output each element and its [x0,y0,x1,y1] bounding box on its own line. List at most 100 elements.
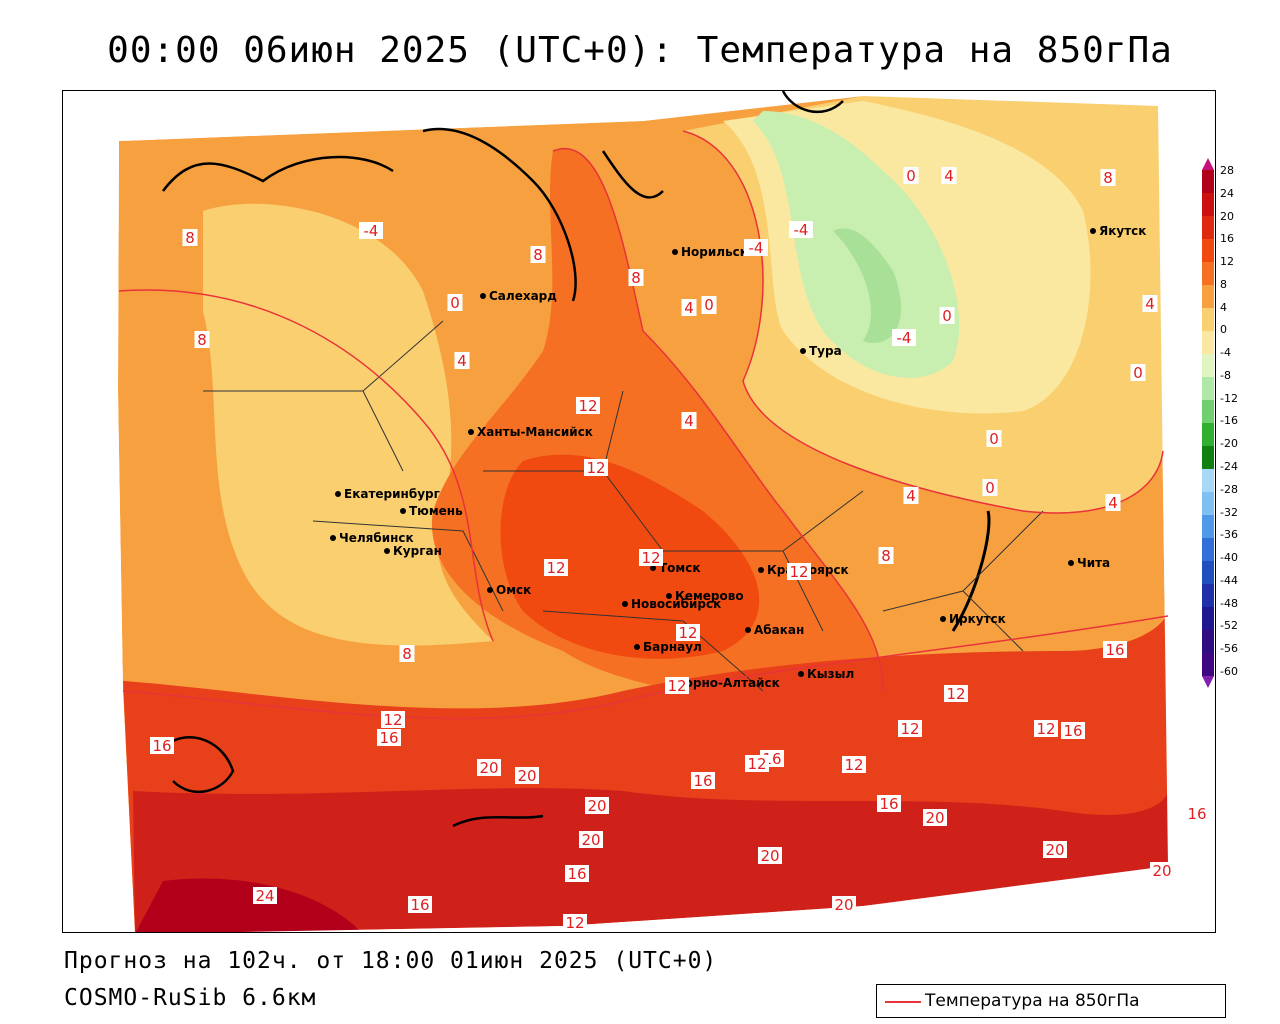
svg-text:16: 16 [152,737,171,755]
city-label: Омск [496,583,531,597]
scale-cell [1202,193,1214,217]
svg-text:8: 8 [533,246,543,264]
city-marker [650,565,656,571]
temperature-map[interactable]: Салехард Норильск Якутск Тура Ханты-Мансийск… [62,90,1216,933]
city-marker [666,593,672,599]
scale-cell [1202,170,1214,194]
svg-text:0: 0 [989,430,999,448]
contour-label: 12 [676,624,700,642]
svg-text:4: 4 [1145,295,1155,313]
contour-label: 8 [194,331,210,349]
svg-text:4: 4 [457,352,467,370]
scale-tick-label: -60 [1220,664,1238,678]
contour-label: 20 [1043,841,1067,859]
svg-text:-4: -4 [897,329,912,347]
svg-text:12: 12 [946,685,965,703]
svg-text:0: 0 [1133,364,1143,382]
svg-text:20: 20 [479,759,498,777]
contour-label: 0 [939,307,955,325]
svg-text:-4: -4 [794,221,809,239]
svg-text:12: 12 [678,624,697,642]
scale-cell [1202,377,1214,401]
city-marker [622,601,628,607]
isotherm [552,148,884,692]
scale-tick-label: 24 [1220,186,1234,200]
caspian-coast [172,736,235,794]
svg-text:12: 12 [747,755,766,773]
contour-label: 20 [832,896,856,914]
contour-label: 8 [628,269,644,287]
contour-label: 12 [584,459,608,477]
contour-label: 20 [1150,862,1174,880]
city-label: Ханты-Мансийск [477,425,593,439]
svg-text:4: 4 [684,299,694,317]
svg-text:8: 8 [197,331,207,349]
map-canvas: Салехард Норильск Якутск Тура Ханты-Мансийск… [63,91,1215,932]
city-label: Барнаул [643,640,702,654]
scale-cell [1202,423,1214,447]
svg-text:16: 16 [1187,805,1206,823]
contour-label: 4 [1142,295,1158,313]
isotherm [118,289,494,642]
svg-text:20: 20 [760,847,779,865]
city-label: Екатеринбург [344,487,440,501]
city-label: Тура [809,344,842,358]
contour-label: -4 [789,221,813,239]
forecast-info: Прогноз на 102ч. от 18:00 01июн 2025 (UT… [64,948,718,974]
svg-text:12: 12 [546,559,565,577]
contour-label: 12 [639,549,663,567]
contour-label: 20 [579,831,603,849]
contour-label: 8 [182,229,198,247]
scale-tick-label: -24 [1220,460,1238,473]
svg-text:0: 0 [450,294,460,312]
city-label: Абакан [754,623,804,637]
scale-tick-label: -4 [1220,346,1231,360]
contour-label: 4 [941,167,957,185]
contour-label: 0 [986,430,1002,448]
city-marker [672,249,678,255]
city-marker [758,567,764,573]
contour-label: 24 [253,887,277,905]
contour-label: 8 [1100,169,1116,187]
scale-tick-label: 0 [1220,323,1227,337]
city-label: Якутск [1099,224,1146,238]
scale-cell [1202,630,1214,654]
city-marker [400,508,406,514]
contour-label: 16 [1103,641,1127,659]
contour-label: 20 [758,847,782,865]
svg-text:16: 16 [1063,722,1082,740]
city-label: Горно-Алтайск [677,676,780,690]
city-marker [1090,228,1096,234]
scale-tick-label: -36 [1220,528,1238,542]
svg-text:20: 20 [587,797,606,815]
scale-cell [1202,216,1214,240]
svg-text:8: 8 [185,229,195,247]
svg-text:16: 16 [693,772,712,790]
scale-tick-label: -52 [1220,619,1238,633]
model-info: COSMO-RuSib 6.6км [64,985,317,1011]
scale-arrow-bottom [1202,676,1214,688]
contour-label: 20 [515,767,539,785]
contour-label: 4 [454,352,470,370]
svg-text:4: 4 [906,487,916,505]
city-marker [335,491,341,497]
contour-label: 16 [150,737,174,755]
svg-text:12: 12 [900,720,919,738]
contour-label: 0 [982,479,998,497]
scale-tick-label: 20 [1220,209,1234,223]
contour-label: -4 [892,329,916,347]
scale-tick-label: -20 [1220,437,1238,451]
city-marker [798,671,804,677]
scale-tick-label: -32 [1220,505,1238,519]
svg-text:8: 8 [402,645,412,663]
contour-label: 12 [944,685,968,703]
scale-cell [1202,538,1214,562]
contour-label: 16 [1185,805,1209,823]
svg-text:20: 20 [1152,862,1171,880]
contour-label: 0 [447,294,463,312]
svg-text:16: 16 [379,729,398,747]
svg-text:24: 24 [255,887,274,905]
svg-text:16: 16 [567,865,586,883]
svg-text:8: 8 [881,547,891,565]
scale-tick-label: -44 [1220,573,1238,587]
